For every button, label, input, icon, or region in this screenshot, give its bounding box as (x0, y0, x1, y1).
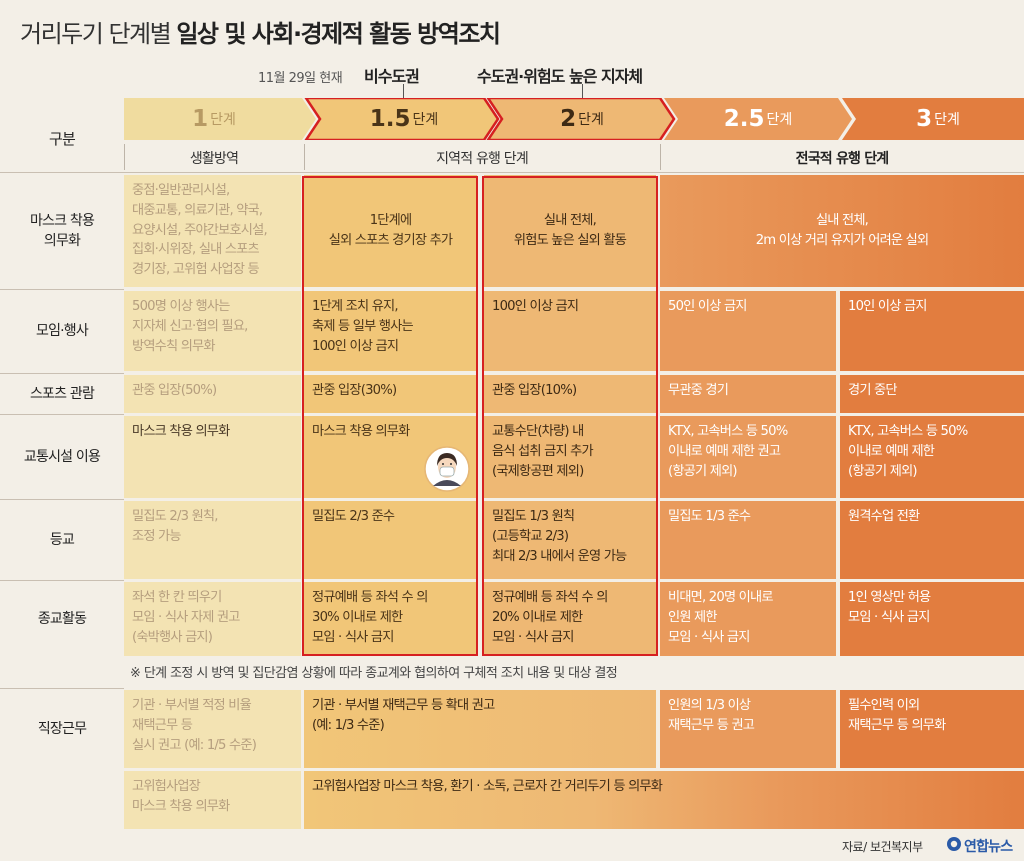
transport-stage1-cell: 마스크 착용 의무화 (124, 416, 301, 498)
divider (124, 144, 125, 170)
gathering-stage1-cell: 500명 이상 행사는 지자체 신고·협의 필요, 방역수칙 의무화 (124, 291, 301, 371)
divider (0, 688, 124, 689)
sports-stage2.5-cell: 무관중 경기 (660, 375, 836, 413)
gathering-stage2-cell: 100인 이상 금지 (484, 291, 656, 371)
high-risk-stage1-cell: 고위험사업장 마스크 착용 의무화 (124, 771, 301, 829)
row-label-mask: 마스크 착용 의무화 (29, 212, 95, 249)
mask-stage2-cell: 실내 전체, 위험도 높은 실외 활동 (484, 175, 656, 287)
footnote: ※ 단계 조정 시 방역 및 집단감염 상황에 따라 종교계와 협의하여 구체적… (130, 666, 618, 681)
transport-stage2.5-cell: KTX, 고속버스 등 50% 이내로 예매 제한 권고 (항공기 제외) (660, 416, 836, 498)
row-label-religion: 종교활동 (37, 610, 87, 627)
work-stage1.5-2-cell: 기관 · 부서별 재택근무 등 확대 권고 (예: 1/3 수준) (304, 690, 656, 768)
stage-1.5-arrow (304, 98, 500, 140)
divider (0, 172, 1024, 173)
stage-2.5-arrow (664, 98, 852, 140)
religion-stage1.5-cell: 정규예배 등 좌석 수 의 30% 이내로 제한 모임 · 식사 금지 (304, 582, 477, 656)
gathering-stage2.5-cell: 50인 이상 금지 (660, 291, 836, 371)
religion-stage3-cell: 1인 영상만 허용 모임 · 식사 금지 (840, 582, 1024, 656)
work-stage2.5-cell: 인원의 1/3 이상 재택근무 등 권고 (660, 690, 836, 768)
phase-life: 생활방역 (189, 151, 239, 167)
stage-1-label: 1 단계 (192, 106, 236, 132)
person-with-mask-icon (424, 446, 470, 492)
gathering-stage1.5-cell: 1단계 조치 유지, 축제 등 일부 행사는 100인 이상 금지 (304, 291, 477, 371)
row-label-gathering: 모임·행사 (36, 322, 89, 339)
highlight-stage1.5 (302, 176, 478, 656)
divider (660, 144, 661, 170)
footnote-band (124, 656, 1024, 686)
religion-stage2.5-cell: 비대면, 20명 이내로 인원 제한 모임 · 식사 금지 (660, 582, 836, 656)
stage-2-label: 2 단계 (560, 106, 604, 132)
current-metro-label: 수도권·위험도 높은 지자체 (477, 67, 643, 86)
mask-stage1-cell: 중점·일반관리시설, 대중교통, 의료기관, 약국, 요양시설, 주야간보호시설… (124, 175, 301, 287)
stage-2-arrow (486, 98, 676, 140)
religion-stage1-cell: 좌석 한 칸 띄우기 모임 · 식사 자제 권고 (숙박행사 금지) (124, 582, 301, 656)
divider (0, 373, 124, 374)
transport-stage3-cell: KTX, 고속버스 등 50% 이내로 예매 제한 (항공기 제외) (840, 416, 1024, 498)
highlight-stage2 (482, 176, 658, 656)
row-label-sports: 스포츠 관람 (29, 385, 95, 402)
source-credit: 자료/ 보건복지부 (842, 840, 923, 854)
row-label-transport: 교통시설 이용 (23, 448, 101, 465)
gathering-stage3-cell: 10인 이상 금지 (840, 291, 1024, 371)
stage-3-arrow (842, 98, 1024, 140)
work-stage3-cell: 필수인력 이외 재택근무 등 의무화 (840, 690, 1024, 768)
pointer-line (582, 84, 583, 98)
stage-2.5-label: 2.5 단계 (723, 106, 793, 132)
page-title: 거리두기 단계별 일상 및 사회·경제적 활동 방역조치 (20, 20, 501, 48)
divider (0, 580, 124, 581)
high-risk-rest-cell: 고위험사업장 마스크 착용, 환기 · 소독, 근로자 간 거리두기 등 의무화 (304, 771, 1024, 829)
phase-regional: 지역적 유행 단계 (436, 151, 529, 167)
work-stage1-cell: 기관 · 부서별 적정 비율 재택근무 등 실시 권고 (예: 1/5 수준) (124, 690, 301, 768)
divider (0, 499, 124, 500)
sports-stage1.5-cell: 관중 입장(30%) (304, 375, 477, 413)
yonhap-logo-text: 연합뉴스 (964, 839, 1013, 855)
school-stage2.5-cell: 밀집도 1/3 준수 (660, 501, 836, 579)
current-nonmetro-label: 비수도권 (364, 67, 420, 86)
divider (304, 144, 305, 170)
mask-stage2.5-3-cell: 실내 전체, 2m 이상 거리 유지가 어려운 실외 (660, 175, 1024, 287)
religion-stage2-cell: 정규예배 등 좌석 수 의 20% 이내로 제한 모임 · 식사 금지 (484, 582, 656, 656)
row-label-school: 등교 (49, 531, 75, 548)
school-stage2-cell: 밀집도 1/3 원칙 (고등학교 2/3) 최대 2/3 내에서 운영 가능 (484, 501, 656, 579)
stage-3-label: 3 단계 (916, 106, 960, 132)
stage-1-arrow (124, 98, 316, 140)
stage-arrow-bar (124, 98, 1024, 140)
mask-stage1.5-cell: 1단계에 실외 스포츠 경기장 추가 (304, 175, 477, 287)
sports-stage1-cell: 관중 입장(50%) (124, 375, 301, 413)
divider (0, 414, 124, 415)
school-stage1.5-cell: 밀집도 2/3 준수 (304, 501, 477, 579)
sports-stage3-cell: 경기 중단 (840, 375, 1024, 413)
transport-stage2-cell: 교통수단(차량) 내 음식 섭취 금지 추가 (국제항공편 제외) (484, 416, 656, 498)
stage-1.5-label: 1.5 단계 (369, 106, 439, 132)
school-stage1-cell: 밀집도 2/3 원칙, 조정 가능 (124, 501, 301, 579)
category-header: 구분 (48, 130, 76, 149)
divider (0, 289, 124, 290)
phase-national: 전국적 유행 단계 (795, 151, 890, 167)
row-label-work: 직장근무 (37, 720, 87, 737)
sports-stage2-cell: 관중 입장(10%) (484, 375, 656, 413)
yonhap-logo-icon (947, 837, 961, 851)
pointer-line (403, 84, 404, 98)
school-stage3-cell: 원격수업 전환 (840, 501, 1024, 579)
date-note: 11월 29일 현재 (258, 71, 343, 86)
